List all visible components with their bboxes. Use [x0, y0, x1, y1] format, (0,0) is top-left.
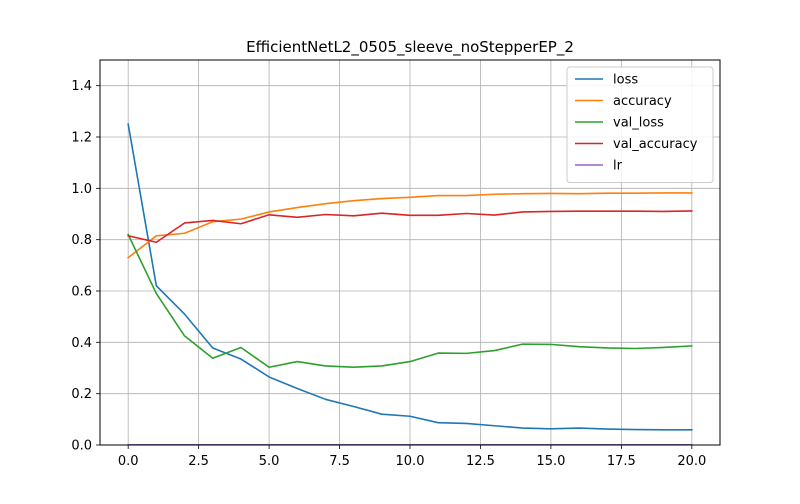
- axes: 0.0 2.5 5.0 7.5 10.0 12.5 15.0 17.5 20.0 0.0 0.2 0.…: [71, 79, 706, 469]
- x-tick-label: 12.5: [466, 454, 495, 469]
- y-tick-label: 1.4: [71, 79, 92, 94]
- x-tick-label: 2.5: [188, 454, 209, 469]
- y-tick-label: 0.4: [71, 336, 92, 351]
- x-tick-label: 17.5: [607, 454, 636, 469]
- y-tick-label: 0.0: [71, 439, 92, 454]
- x-tick-label: 0.0: [118, 454, 139, 469]
- legend-label-loss: loss: [613, 73, 638, 88]
- legend-box: [566, 66, 714, 183]
- y-tick-label: 0.8: [71, 233, 92, 248]
- legend-label-lr: lr: [613, 159, 623, 174]
- y-tick-label: 0.6: [71, 285, 92, 300]
- y-tick-label: 1.0: [71, 182, 92, 197]
- x-tick-label: 20.0: [677, 454, 706, 469]
- legend-label-val-loss: val_loss: [613, 116, 664, 131]
- legend-label-val-accuracy: val_accuracy: [613, 137, 698, 152]
- legend-label-accuracy: accuracy: [613, 94, 672, 109]
- series-line-val-loss: [127, 233, 693, 369]
- chart-title: EfficientNetL2_0505_sleeve_noStepperEP_2: [246, 38, 574, 57]
- y-tick-label: 0.2: [71, 387, 92, 402]
- x-tick-label: 10.0: [396, 454, 425, 469]
- series-line-loss: [127, 123, 693, 431]
- x-tick-label: 15.0: [536, 454, 565, 469]
- y-tick-label: 1.2: [71, 131, 92, 146]
- series-line-val-accuracy: [127, 210, 693, 244]
- x-tick-label: 5.0: [259, 454, 280, 469]
- x-tick-label: 7.5: [329, 454, 350, 469]
